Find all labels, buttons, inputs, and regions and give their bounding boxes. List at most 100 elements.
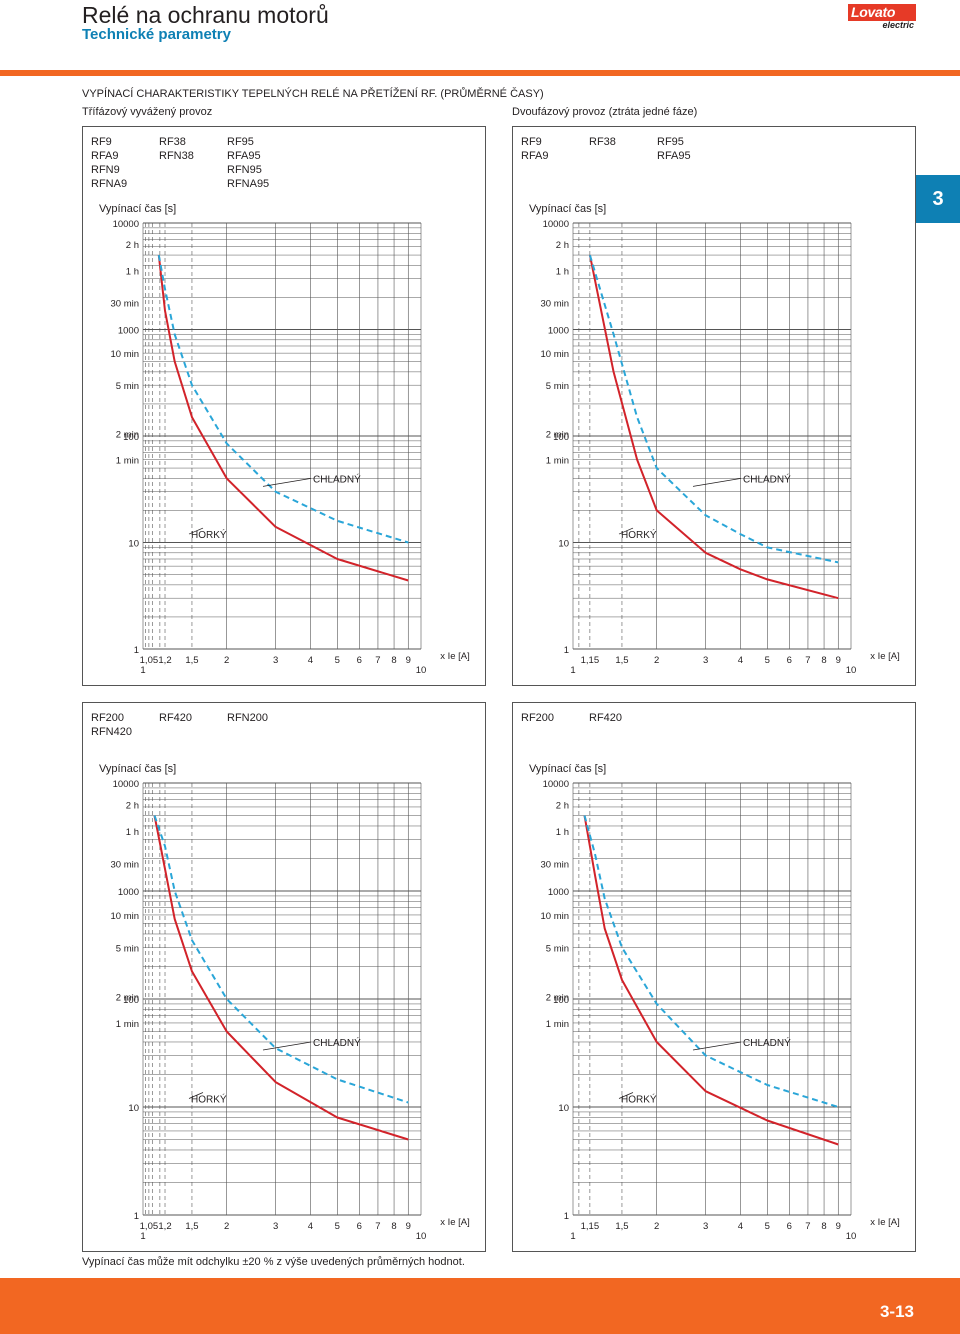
chart-3-annotation-leader [262,1041,312,1051]
chart-2-annotation-hot: HORKÝ [621,528,657,541]
chart-1-xtick-label: 8 [391,655,396,666]
chart-2-ytick-label: 10000 [543,219,569,230]
chart-2-annotation-cold: CHLADNÝ [743,472,791,485]
chart-4-ytick-label: 2 min [546,992,569,1003]
chart-4-ytick-label: 10 min [540,911,569,922]
chart-4-ytick-label: 1 min [546,1019,569,1030]
chart-2-model-label: RFA9 [521,150,549,162]
chart-1-xtick-label: 1 [140,665,145,676]
chart-3-model-label: RF200 [91,712,125,724]
chart-3-ytick-label: 10000 [113,779,139,790]
chart-2-xtick-label: 5 [765,655,770,666]
chart-2-xtick-label: 9 [836,655,841,666]
chart-3-xtick-label: 6 [357,1221,362,1232]
chart-1-model-label: RFN95 [227,164,262,176]
chart-2-xtick-label: 3 [703,655,708,666]
chart-4-annotation-cold: CHLADNÝ [743,1036,791,1049]
chart-1-xlabel: x Ie [A] [440,651,470,662]
logo-subtext: electric [882,20,914,30]
chart-1-annotation-hot: HORKÝ [191,528,227,541]
chart-1-model-label: RFNA9 [91,178,128,190]
chart-1-ytick-label: 10 [128,539,139,550]
chart-1-xtick-label: 4 [308,655,313,666]
chart-4-annotation-leader [618,1092,634,1099]
chart-2-ytick-label: 5 min [546,381,569,392]
footnote: Vypínací čas může mít odchylku ±20 % z v… [82,1256,465,1268]
chart-1-ytick-label: 1000 [118,326,139,337]
chart-3-ytick-label: 2 h [126,800,139,811]
chart-4-xtick-label: 5 [765,1221,770,1232]
chart-2-plot: 10000 2 h 1 h 30 min 1000 10 min 5 min 2 min100… [540,219,899,676]
chart-3-ytick-label: 10 min [110,911,139,922]
chart-1-ytick-label: 2 h [126,240,139,251]
chart-2-ytick-label: 1 [564,645,569,656]
chart-3-ytick-label: 1000 [118,887,139,898]
chart-1-series-cold [157,254,409,582]
top-accent-bar [0,70,960,76]
chart-2-ytick-label: 2 h [556,240,569,251]
chart-4-ytick-label: 2 h [556,800,569,811]
chart-4-ytick-label: 10 [558,1103,569,1114]
chart-1-ytick-label: 1 [134,645,139,656]
chapter-tab: 3 [916,175,960,223]
chart-4-xtick-label: 8 [821,1221,826,1232]
chart-3-plot: 10000 2 h 1 h 30 min 1000 10 min 5 min 2 min100… [110,779,470,1242]
chart-2-model-label: RF9 [521,136,542,148]
chart-3-series-hot [153,815,409,1104]
chart-4-xtick-label: 9 [836,1221,841,1232]
chart-1-xtick-label: 1,2 [158,655,171,666]
chart-3-xlabel: x Ie [A] [440,1217,470,1228]
section-heading: VYPÍNACÍ CHARAKTERISTIKY TEPELNÝCH RELÉ … [82,88,544,100]
chart-2-ytick-label: 10 [558,539,569,550]
chart-1-model-label: RFN9 [91,164,120,176]
chart-4-xtick-label: 4 [738,1221,743,1232]
chart-4-annotation-hot: HORKÝ [621,1092,657,1105]
subheading-two-phase: Dvoufázový provoz (ztráta jedné fáze) [512,106,698,118]
chart-1-model-label: RFN38 [159,150,194,162]
chart-3-series-cold [153,815,409,1141]
chart-1-model-label: RF9 [91,136,112,148]
chart-4-ytick-label: 30 min [540,859,569,870]
chart-2-xtick-label: 10 [846,665,857,676]
chart-2-annotation-leader [692,477,742,487]
chart-4-series-hot [583,815,839,1108]
chart-1-ytick-label: 2 min [116,430,139,441]
chart-1-ytick-label: 30 min [110,298,139,309]
chart-2-ytick-label: 1000 [548,326,569,337]
chart-3-ytick-label: 5 min [116,943,139,954]
chart-2-model-label: RF95 [657,136,684,148]
chart-3-xtick-label: 1,05 [140,1221,159,1232]
chart-1-ytick-label: 1 min [116,456,139,467]
chart-2-ylabel: Vypínací čas [s] [529,203,607,215]
chart-4-xtick-label: 7 [805,1221,810,1232]
chart-3-xtick-label: 5 [335,1221,340,1232]
bottom-accent-bar [0,1278,960,1334]
chart-4-series-cold [583,815,839,1146]
chart-2-xtick-label: 4 [738,655,743,666]
chart-4-ytick-label: 100 [553,995,569,1006]
chart-3-ytick-label: 10 [128,1103,139,1114]
chart-4-xtick-label: 1 [570,1231,575,1242]
chart-3-xtick-label: 1 [140,1231,145,1242]
chart-4-panel: RF200 RF420 Vypínací čas [s] 10000 2 h 1 h 30 … [512,702,916,1252]
chart-3-model-label: RFN420 [91,726,132,738]
chart-2-ytick-label: 1 h [556,266,569,277]
chart-3-annotation-hot: HORKÝ [191,1092,227,1105]
chart-1-plot: 10000 2 h 1 h 30 min 1000 10 min 5 min 2 min100… [110,219,470,676]
chart-2-annotation-leader [618,527,634,535]
chart-4-xtick-label: 1,15 [581,1221,600,1232]
chart-2-xtick-label: 7 [805,655,810,666]
chart-2-panel: RF9 RF38 RF95 RFA9 RFA95 Vypínací čas [s] 1000… [512,126,916,686]
chart-3-panel: RF200 RF420 RFN200 RFN420 Vypínací čas [s] 10… [82,702,486,1252]
chart-3-xtick-label: 2 [224,1221,229,1232]
chart-2-ytick-label: 30 min [540,298,569,309]
chart-2-series-hot [588,254,839,564]
chart-1-xtick-label: 1,5 [185,655,198,666]
chart-2-ytick-label: 2 min [546,430,569,441]
chart-4-xtick-label: 2 [654,1221,659,1232]
chart-2-model-label: RFA95 [657,150,691,162]
chart-2-ytick-label: 100 [553,432,569,443]
chart-3-ytick-label: 1 [134,1211,139,1222]
chart-1-ytick-label: 10 min [110,349,139,360]
chart-1-model-label: RF95 [227,136,254,148]
